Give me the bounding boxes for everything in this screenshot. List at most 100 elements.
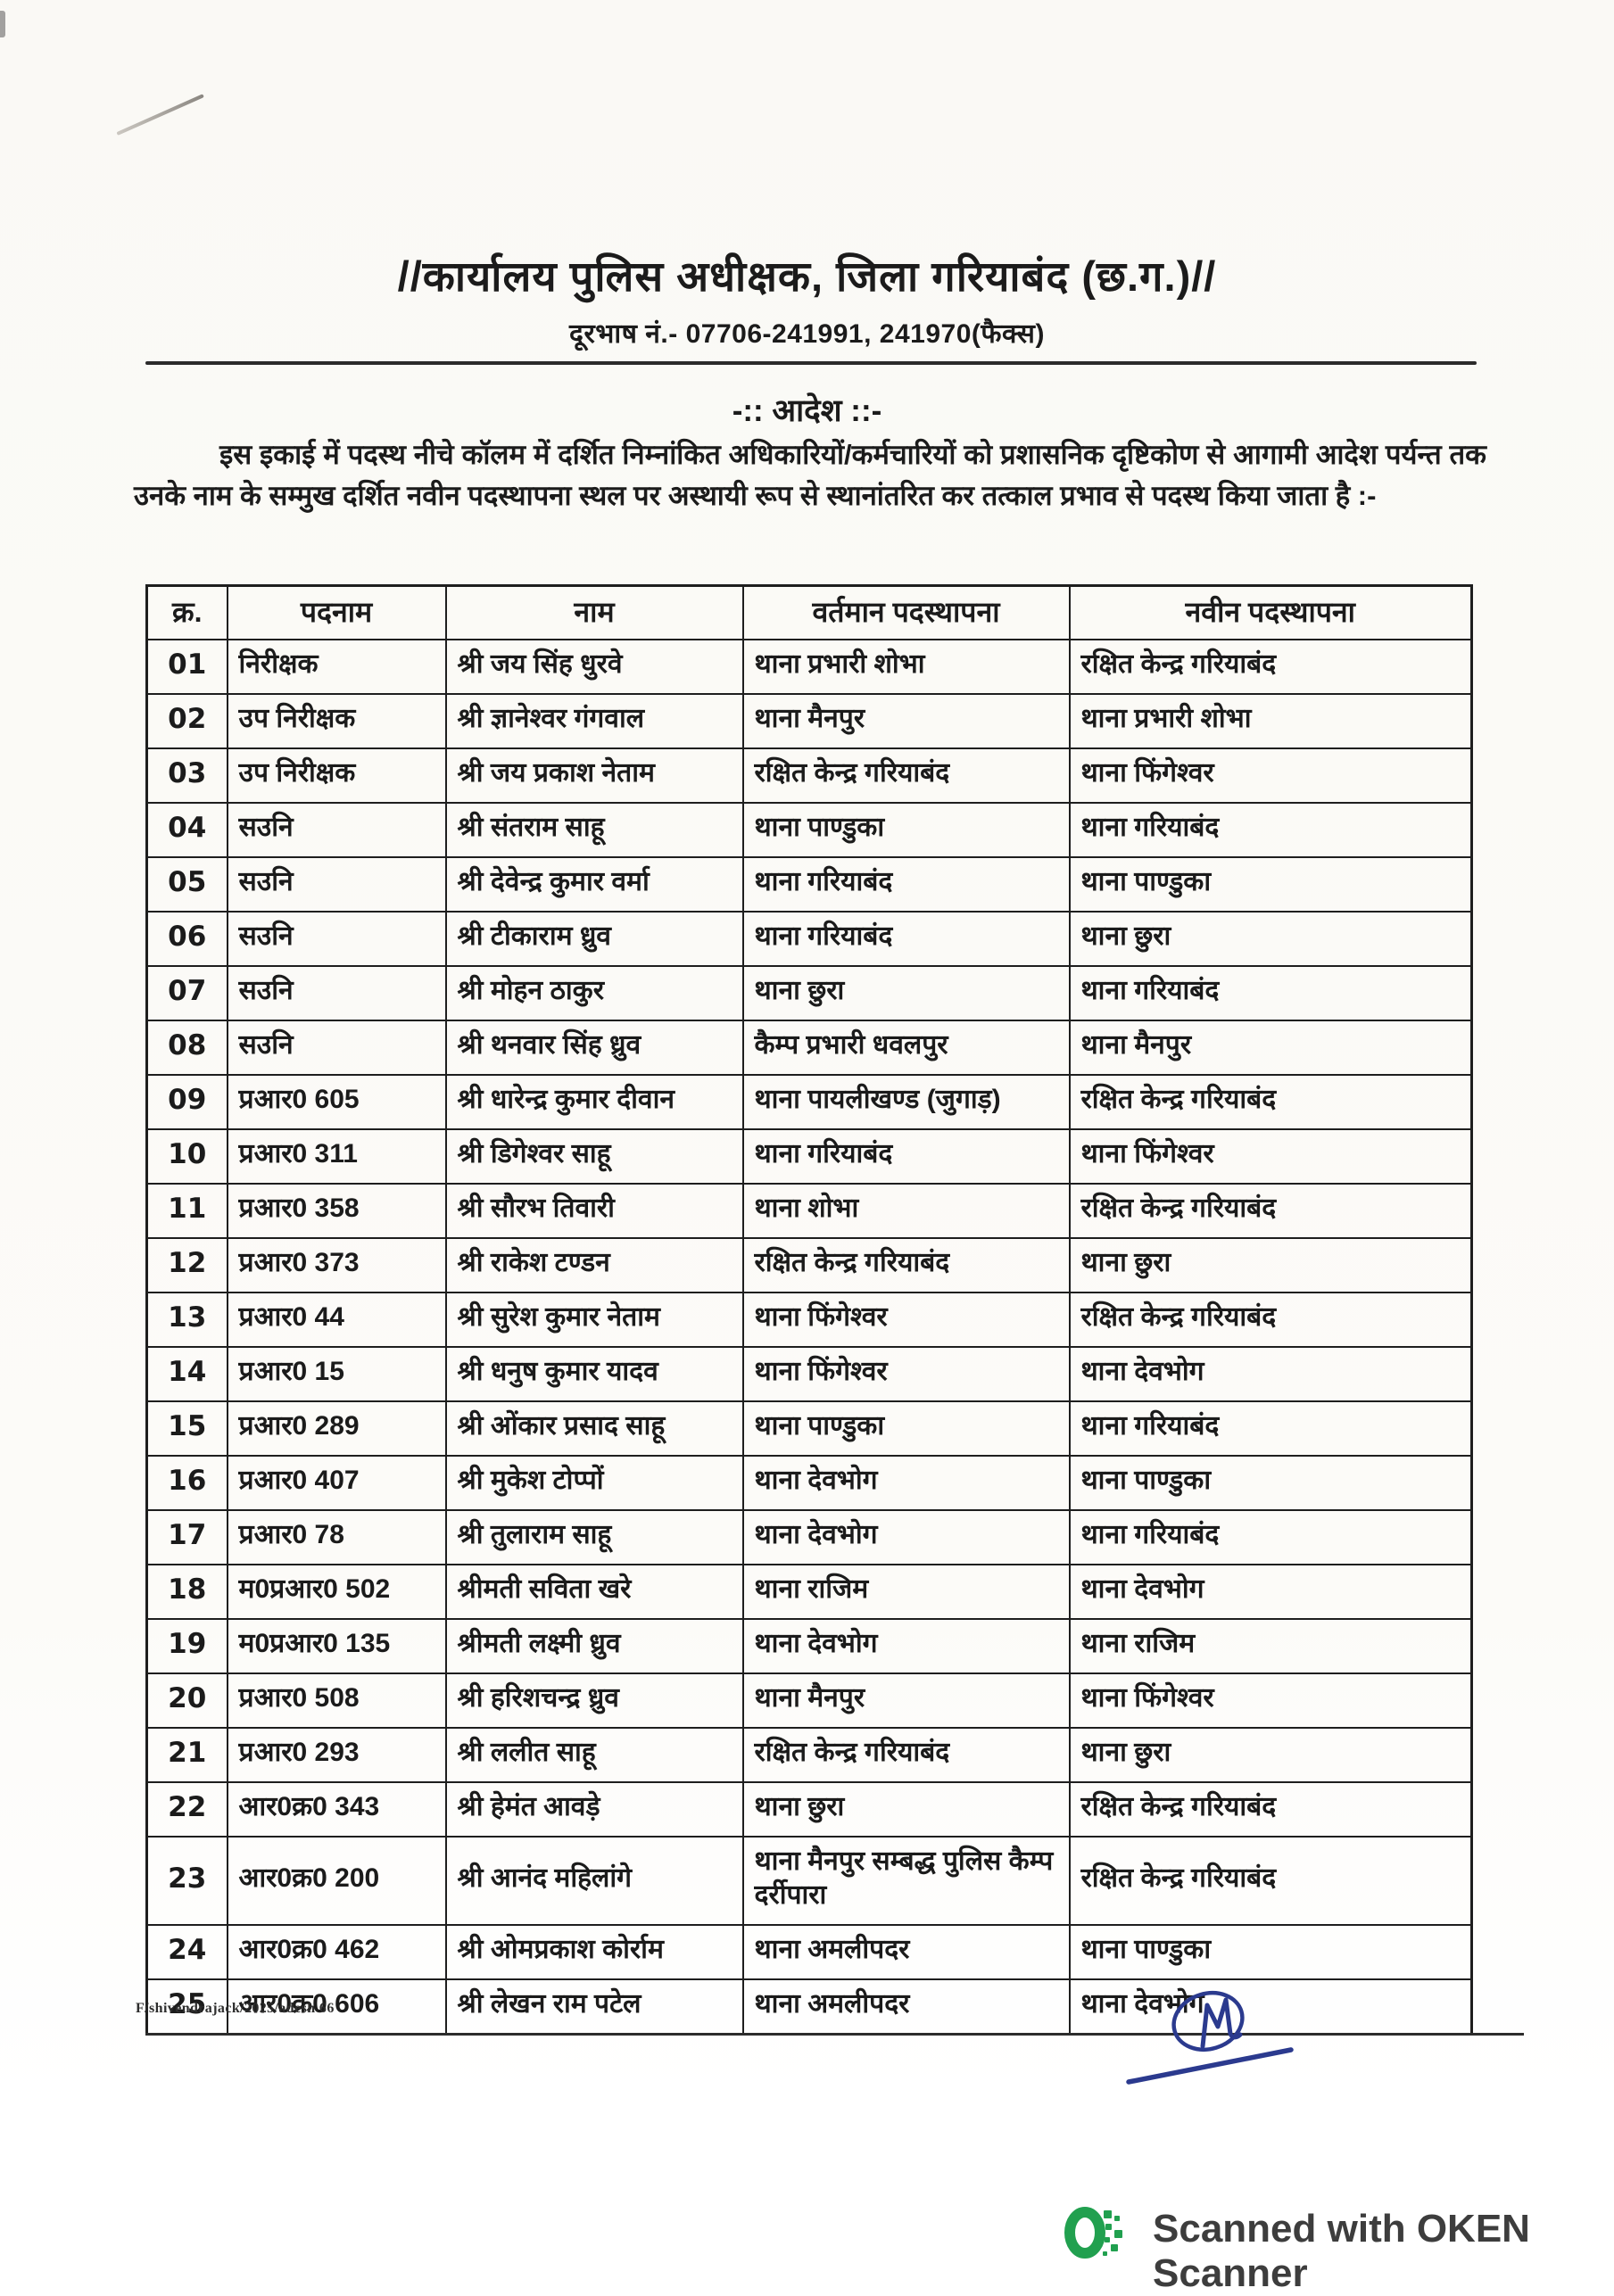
cell-new-posting: थाना गरियाबंद bbox=[1068, 802, 1473, 858]
cell-new-posting: थाना पाण्डुका bbox=[1068, 1455, 1473, 1511]
cell-sn: 07 bbox=[145, 965, 228, 1021]
cell-designation: सउनि bbox=[226, 802, 447, 858]
cell-designation: म0प्रआर0 135 bbox=[226, 1618, 447, 1674]
cell-sn: 16 bbox=[145, 1455, 228, 1511]
table-header-row: क्र. पदनाम नाम वर्तमान पदस्थापना नवीन पदस्था… bbox=[145, 584, 1473, 640]
scanner-footer-label: Scanned with OKEN Scanner bbox=[1153, 2207, 1530, 2295]
cell-current-posting: थाना शोभा bbox=[741, 1183, 1071, 1239]
office-title: //कार्यालय पुलिस अधीक्षक, जिला गरियाबंद … bbox=[397, 252, 1217, 300]
cell-new-posting: थाना छुरा bbox=[1068, 1237, 1473, 1293]
table-row: 09 प्रआर0 605 श्री धारेन्द्र कुमार दीवान था… bbox=[145, 1074, 1473, 1130]
table-row: 13 प्रआर0 44 श्री सुरेश कुमार नेताम थाना फि… bbox=[145, 1292, 1473, 1348]
table-row: 12 प्रआर0 373 श्री राकेश टण्डन रक्षित केन्द… bbox=[145, 1237, 1473, 1293]
file-reference: F/shivendrajack/2025/adesh 66 bbox=[136, 2001, 335, 2016]
cell-current-posting: थाना राजिम bbox=[741, 1564, 1071, 1620]
table-row: 21 प्रआर0 293 श्री ललीत साहू रक्षित केन्द्र… bbox=[145, 1727, 1473, 1783]
cell-current-posting: कैम्प प्रभारी धवलपुर bbox=[741, 1020, 1071, 1076]
cell-sn: 02 bbox=[145, 693, 228, 749]
transfer-table: क्र. पदनाम नाम वर्तमान पदस्थापना नवीन पदस्था… bbox=[145, 584, 1473, 2036]
cell-name: श्री ज्ञानेश्वर गंगवाल bbox=[444, 693, 744, 749]
cell-new-posting: थाना प्रभारी शोभा bbox=[1068, 693, 1473, 749]
cell-designation: आर0क्र0 606 bbox=[226, 1978, 447, 2036]
cell-sn: 24 bbox=[145, 1924, 228, 1980]
cell-new-posting: थाना मैनपुर bbox=[1068, 1020, 1473, 1076]
table-row: 19 म0प्रआर0 135 श्रीमती लक्ष्मी ध्रुव थाना … bbox=[145, 1618, 1473, 1674]
cell-designation: आर0क्र0 200 bbox=[226, 1836, 447, 1926]
cell-sn: 14 bbox=[145, 1346, 228, 1402]
table-row: 06 सउनि श्री टीकाराम ध्रुव थाना गरियाबंद थान… bbox=[145, 911, 1473, 967]
cell-current-posting: थाना देवभोग bbox=[741, 1618, 1071, 1674]
table-row: 18 म0प्रआर0 502 श्रीमती सविता खरे थाना राजि… bbox=[145, 1564, 1473, 1620]
cell-current-posting: थाना अमलीपदर bbox=[741, 1924, 1071, 1980]
scanner-footer: Scanned with OKEN Scanner bbox=[0, 2184, 1614, 2295]
cell-current-posting: थाना गरियाबंद bbox=[741, 856, 1071, 913]
cell-new-posting: थाना गरियाबंद bbox=[1068, 1400, 1473, 1457]
cell-new-posting: थाना पाण्डुका bbox=[1068, 856, 1473, 913]
cell-current-posting: रक्षित केन्द्र गरियाबंद bbox=[741, 1237, 1071, 1293]
cell-name: श्री ओमप्रकाश कोर्राम bbox=[444, 1924, 744, 1980]
cell-designation: आर0क्र0 343 bbox=[226, 1781, 447, 1838]
cell-name: श्री ललीत साहू bbox=[444, 1727, 744, 1783]
cell-name: श्री मुकेश टोप्पों bbox=[444, 1455, 744, 1511]
cell-sn: 19 bbox=[145, 1618, 228, 1674]
cell-designation: प्रआर0 289 bbox=[226, 1400, 447, 1457]
phone-line: दूरभाष नं.- 07706-241991, 241970(फैक्स) bbox=[569, 319, 1045, 349]
cell-name: श्री राकेश टण्डन bbox=[444, 1237, 744, 1293]
table-row: 15 प्रआर0 289 श्री ओंकार प्रसाद साहू थाना प… bbox=[145, 1400, 1473, 1457]
cell-sn: 06 bbox=[145, 911, 228, 967]
cell-sn: 13 bbox=[145, 1292, 228, 1348]
cell-new-posting: रक्षित केन्द्र गरियाबंद bbox=[1068, 1183, 1473, 1239]
cell-sn: 20 bbox=[145, 1672, 228, 1729]
cell-designation: प्रआर0 44 bbox=[226, 1292, 447, 1348]
cell-current-posting: थाना गरियाबंद bbox=[741, 911, 1071, 967]
cell-new-posting: थाना देवभोग bbox=[1068, 1564, 1473, 1620]
cell-designation: प्रआर0 78 bbox=[226, 1509, 447, 1565]
cell-current-posting: थाना पाण्डुका bbox=[741, 1400, 1071, 1457]
cell-current-posting: रक्षित केन्द्र गरियाबंद bbox=[741, 1727, 1071, 1783]
cell-name: श्री टीकाराम ध्रुव bbox=[444, 911, 744, 967]
cell-sn: 23 bbox=[145, 1836, 228, 1926]
cell-sn: 25 bbox=[145, 1978, 228, 2036]
column-header: नाम bbox=[444, 584, 744, 640]
table-row: 05 सउनि श्री देवेन्द्र कुमार वर्मा थाना गरि… bbox=[145, 856, 1473, 913]
cell-new-posting: थाना गरियाबंद bbox=[1068, 1509, 1473, 1565]
cell-designation: प्रआर0 358 bbox=[226, 1183, 447, 1239]
cell-name: श्री जय प्रकाश नेताम bbox=[444, 747, 744, 804]
signature-ink bbox=[1126, 1990, 1294, 2085]
cell-sn: 15 bbox=[145, 1400, 228, 1457]
cell-designation: उप निरीक्षक bbox=[226, 693, 447, 749]
cell-designation: निरीक्षक bbox=[226, 639, 447, 695]
table-row: 03 उप निरीक्षक श्री जय प्रकाश नेताम रक्षित … bbox=[145, 747, 1473, 804]
table-row: 20 प्रआर0 508 श्री हरिशचन्द्र ध्रुव थाना मै… bbox=[145, 1672, 1473, 1729]
table-row: 04 सउनि श्री संतराम साहू थाना पाण्डुका थाना … bbox=[145, 802, 1473, 858]
cell-sn: 22 bbox=[145, 1781, 228, 1838]
table-bottom-line-artifact bbox=[145, 2033, 1524, 2036]
cell-new-posting: थाना फिंगेश्वर bbox=[1068, 747, 1473, 804]
table-row: 11 प्रआर0 358 श्री सौरभ तिवारी थाना शोभा रक्… bbox=[145, 1183, 1473, 1239]
cell-current-posting: थाना मैनपुर bbox=[741, 693, 1071, 749]
cell-name: श्री ओंकार प्रसाद साहू bbox=[444, 1400, 744, 1457]
cell-sn: 08 bbox=[145, 1020, 228, 1076]
cell-name: श्रीमती सविता खरे bbox=[444, 1564, 744, 1620]
cell-sn: 11 bbox=[145, 1183, 228, 1239]
cell-designation: प्रआर0 311 bbox=[226, 1128, 447, 1185]
cell-sn: 21 bbox=[145, 1727, 228, 1783]
table-row: 08 सउनि श्री थनवार सिंह ध्रुव कैम्प प्रभारी… bbox=[145, 1020, 1473, 1076]
cell-current-posting: थाना देवभोग bbox=[741, 1455, 1071, 1511]
cell-current-posting: थाना पायलीखण्ड (जुगाड़) bbox=[741, 1074, 1071, 1130]
cell-designation: प्रआर0 15 bbox=[226, 1346, 447, 1402]
cell-designation: सउनि bbox=[226, 911, 447, 967]
column-header: वर्तमान पदस्थापना bbox=[741, 584, 1071, 640]
table-row: 14 प्रआर0 15 श्री धनुष कुमार यादव थाना फिंग… bbox=[145, 1346, 1473, 1402]
cell-new-posting: थाना गरियाबंद bbox=[1068, 965, 1473, 1021]
pencil-mark bbox=[116, 94, 204, 136]
cell-new-posting: थाना छुरा bbox=[1068, 1727, 1473, 1783]
cell-sn: 18 bbox=[145, 1564, 228, 1620]
cell-new-posting: थाना फिंगेश्वर bbox=[1068, 1672, 1473, 1729]
cell-current-posting: थाना मैनपुर bbox=[741, 1672, 1071, 1729]
intro-paragraph: इस इकाई में पदस्थ नीचे कॉलम में दर्शित न… bbox=[134, 439, 1486, 511]
cell-current-posting: थाना छुरा bbox=[741, 965, 1071, 1021]
cell-name: श्री हेमंत आवड़े bbox=[444, 1781, 744, 1838]
column-header: क्र. bbox=[145, 584, 228, 640]
cell-name: श्री धारेन्द्र कुमार दीवान bbox=[444, 1074, 744, 1130]
